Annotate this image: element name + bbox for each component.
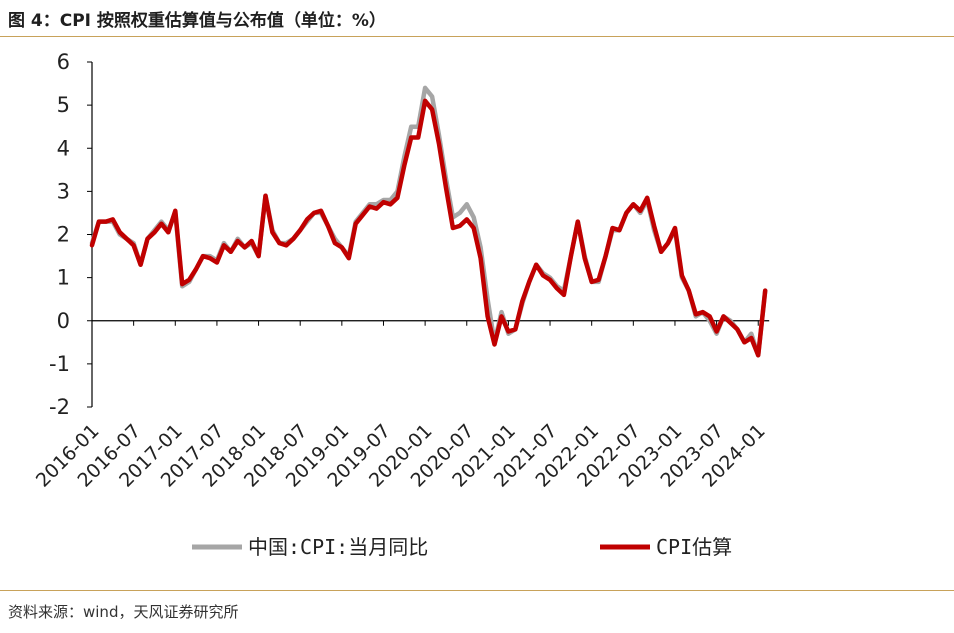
source-note: 资料来源：wind，天风证券研究所 (8, 603, 239, 621)
footer-rule (0, 590, 954, 591)
y-axis: -2 -1 0 1 2 3 4 5 6 (49, 50, 93, 419)
legend: 中国:CPI:当月同比 CPI估算 (192, 535, 732, 559)
y-tick-label: -1 (49, 352, 70, 376)
y-tick-label: -2 (49, 395, 70, 419)
series-line-cpi-estimate (89, 98, 768, 358)
figure-title: 图 4：CPI 按照权重估算值与公布值（单位：%） (8, 11, 386, 31)
cpi-line-chart: -2 -1 0 1 2 3 4 5 6 2016-012016-072017-012017-07… (32, 50, 770, 559)
y-tick-label: 4 (57, 136, 70, 160)
legend-label-cpi-estimate: CPI估算 (656, 535, 732, 559)
legend-label-cpi-yoy: 中国:CPI:当月同比 (248, 535, 428, 559)
y-tick-label: 2 (57, 223, 70, 247)
series-line-cpi-yoy (89, 85, 768, 358)
header-rule (0, 36, 954, 37)
x-axis: 2016-012016-072017-012017-072018-012018-… (32, 320, 770, 492)
y-tick-label: 5 (57, 93, 70, 117)
series-lines (89, 85, 768, 358)
y-tick-label: 1 (57, 266, 70, 290)
y-tick-label: 3 (57, 179, 70, 203)
y-tick-label: 0 (57, 309, 70, 333)
y-tick-label: 6 (57, 50, 70, 74)
